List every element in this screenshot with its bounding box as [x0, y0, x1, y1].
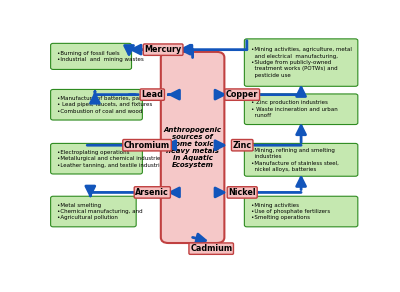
FancyBboxPatch shape: [51, 143, 142, 174]
FancyBboxPatch shape: [51, 89, 142, 120]
Text: Zinc: Zinc: [233, 141, 252, 150]
Text: • Zinc production industries
• Waste incineration and urban
  runoff: • Zinc production industries • Waste inc…: [250, 100, 337, 118]
Text: Chromium: Chromium: [124, 141, 170, 150]
Text: •Mining activities, agriculture, metal
  and electrical  manufacturing,
•Sludge : •Mining activities, agriculture, metal a…: [250, 47, 352, 78]
FancyBboxPatch shape: [244, 143, 358, 176]
Text: Nickel: Nickel: [228, 188, 256, 197]
Text: •Mining activities
•Use of phosphate fertilizers
•Smelting operations: •Mining activities •Use of phosphate fer…: [250, 203, 330, 220]
Text: •Manufacture of batteries, paint, cement
• Lead pipes, faucets, and fixtures
•Co: •Manufacture of batteries, paint, cement…: [57, 96, 170, 114]
FancyBboxPatch shape: [51, 43, 132, 69]
Text: Cadmium: Cadmium: [190, 244, 232, 253]
FancyBboxPatch shape: [244, 94, 358, 124]
Text: Anthropogenic
sources of
some toxic
heavy metals
in Aquatic
Ecosystem: Anthropogenic sources of some toxic heav…: [164, 127, 222, 168]
FancyBboxPatch shape: [161, 52, 224, 243]
Text: •Burning of fossil fuels
•Industrial  and  mining wastes: •Burning of fossil fuels •Industrial and…: [57, 51, 144, 62]
Text: Mercury: Mercury: [144, 45, 182, 54]
FancyBboxPatch shape: [244, 196, 358, 227]
Text: Lead: Lead: [141, 90, 163, 99]
Text: Arsenic: Arsenic: [136, 188, 169, 197]
Text: Copper: Copper: [226, 90, 258, 99]
Text: •Electroplating operations
•Metallurgical and chemical industries
•Leather tanni: •Electroplating operations •Metallurgica…: [57, 150, 166, 168]
Text: •Metal smelting
•Chemical manufacturing, and
•Agricultural pollution: •Metal smelting •Chemical manufacturing,…: [57, 203, 142, 220]
Text: •Mining, refining and smelting
  industries
•Manufacture of stainless steel,
  n: •Mining, refining and smelting industrie…: [250, 148, 338, 172]
FancyBboxPatch shape: [51, 196, 136, 227]
FancyBboxPatch shape: [244, 39, 358, 86]
